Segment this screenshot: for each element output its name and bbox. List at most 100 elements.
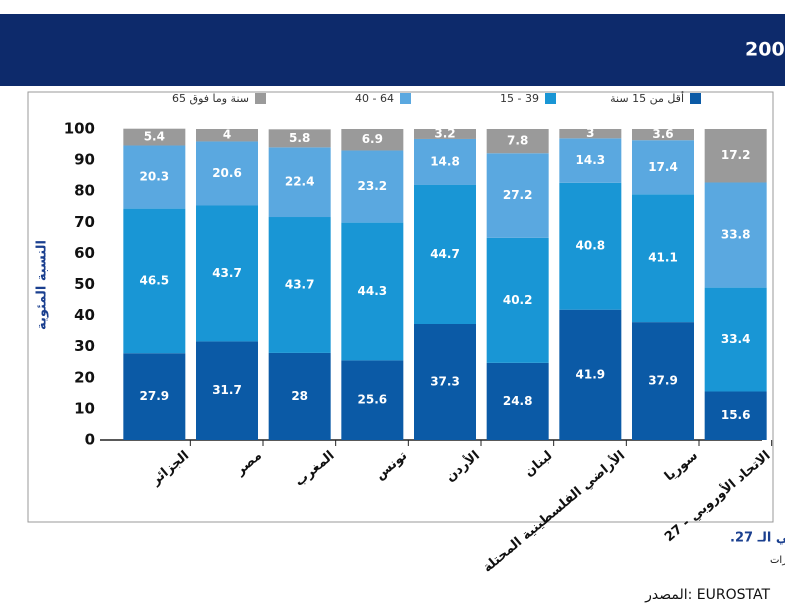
bar-segment — [559, 138, 622, 183]
plot-frame — [27, 91, 774, 523]
bar-segment — [123, 128, 186, 146]
legend-swatch — [400, 93, 411, 104]
bar-segment — [268, 352, 331, 440]
bar-segment — [632, 322, 694, 440]
bar-segment — [704, 129, 767, 183]
y-tick-label: 60 — [74, 244, 95, 262]
value-label: 28 — [291, 389, 308, 403]
legend-swatch — [255, 93, 266, 104]
y-tick-label: 40 — [74, 306, 95, 324]
x-tick-label: تونس — [373, 448, 410, 483]
bar-segment — [123, 353, 186, 440]
bar-segment — [486, 153, 549, 238]
x-tick-label: لبنان — [522, 448, 556, 480]
bar-segment — [414, 184, 476, 324]
value-label: 27.2 — [503, 188, 533, 202]
value-label: 24.8 — [503, 394, 533, 408]
value-label: 25.6 — [358, 393, 388, 407]
value-label: 41.1 — [648, 251, 678, 265]
legend-label: أقل من 15 سنة — [610, 91, 684, 105]
y-tick-label: 0 — [85, 431, 95, 449]
value-label: 6.9 — [362, 132, 383, 146]
bar-segment — [414, 138, 476, 185]
y-tick-label: 20 — [74, 368, 95, 386]
value-label: 14.3 — [576, 153, 606, 167]
value-label: 5.4 — [144, 130, 165, 144]
value-label: 20.3 — [140, 170, 170, 184]
legend-swatch — [690, 93, 701, 104]
bar-segment — [196, 141, 258, 206]
value-label: 44.7 — [430, 247, 460, 261]
bar-segment — [414, 129, 476, 139]
legend-label: 65 سنة وما فوق — [172, 92, 249, 105]
value-label: 43.7 — [285, 277, 315, 291]
value-label: 3 — [586, 126, 594, 140]
value-label: 40.8 — [576, 239, 606, 253]
bar-segment — [196, 341, 258, 440]
y-tick-label: 100 — [64, 120, 95, 138]
value-label: 17.2 — [721, 148, 751, 162]
bar-segment — [486, 237, 549, 363]
value-label: 3.6 — [652, 127, 673, 141]
value-label: 41.9 — [576, 367, 606, 381]
y-tick-label: 90 — [74, 151, 95, 169]
bar-segment — [632, 140, 694, 195]
bar-segment — [704, 182, 767, 288]
value-label: 44.3 — [358, 284, 388, 298]
y-tick-label: 10 — [74, 399, 95, 417]
bar-segment — [632, 129, 694, 141]
value-label: 20.6 — [212, 166, 242, 180]
value-label: 3.2 — [434, 126, 455, 140]
y-axis-label: النسبة المئوية — [35, 240, 50, 330]
x-axis-label: البلدان المعتمدة في منطقة الشرق الأوسط و… — [730, 529, 785, 546]
value-label: 14.8 — [430, 154, 460, 168]
value-label: 37.9 — [648, 374, 678, 388]
y-tick-label: 70 — [74, 213, 95, 231]
x-tick-label: مصر — [232, 448, 265, 479]
y-tick-label: 50 — [74, 275, 95, 293]
bar-segment — [559, 129, 622, 139]
value-label: 5.8 — [289, 131, 310, 145]
value-label: 40.2 — [503, 293, 533, 307]
bar-segment — [486, 129, 549, 154]
header-band — [0, 14, 785, 86]
bar-segment — [559, 182, 622, 310]
legend-swatch — [545, 93, 556, 104]
bar-segment — [704, 287, 767, 392]
bar-segment — [196, 129, 258, 142]
chart-title: الرسم البياني رقم 32: السكّان حسب الفئات… — [745, 36, 785, 60]
x-tick-label: الأردن — [442, 447, 483, 485]
footnote: * قد تكون بعض البلدان قد استخدمت بيانات … — [770, 553, 785, 566]
bar-segment — [632, 194, 694, 323]
value-label: 43.7 — [212, 266, 242, 280]
bar-segment — [268, 129, 331, 148]
value-label: 4 — [223, 128, 231, 142]
x-tick-label: الأراضي الفلسطينية المحتلة — [479, 447, 628, 576]
bar-segment — [414, 323, 476, 440]
legend-label: 15 - 39 — [500, 92, 539, 105]
bar-segment — [341, 150, 404, 223]
bar-segment — [123, 145, 186, 209]
bar-segment — [196, 205, 258, 342]
value-label: 27.9 — [140, 389, 170, 403]
bar-segment — [341, 222, 404, 361]
value-label: 23.2 — [358, 179, 388, 193]
x-tick-label: المغرب — [292, 448, 337, 489]
value-label: 22.4 — [285, 175, 315, 189]
value-label: 37.3 — [430, 374, 460, 388]
bar-segment — [268, 217, 331, 353]
y-tick-label: 80 — [74, 182, 95, 200]
bar-segment — [559, 309, 622, 440]
value-label: 33.8 — [721, 228, 751, 242]
legend-label: 40 - 64 — [355, 92, 394, 105]
value-label: 7.8 — [507, 134, 528, 148]
x-tick-label: سوريا — [662, 448, 701, 484]
value-label: 17.4 — [648, 160, 678, 174]
bar-segment — [268, 147, 331, 218]
bar-segment — [341, 129, 404, 151]
bar-segment — [486, 362, 549, 440]
y-tick-label: 30 — [74, 337, 95, 355]
value-label: 33.4 — [721, 332, 751, 346]
